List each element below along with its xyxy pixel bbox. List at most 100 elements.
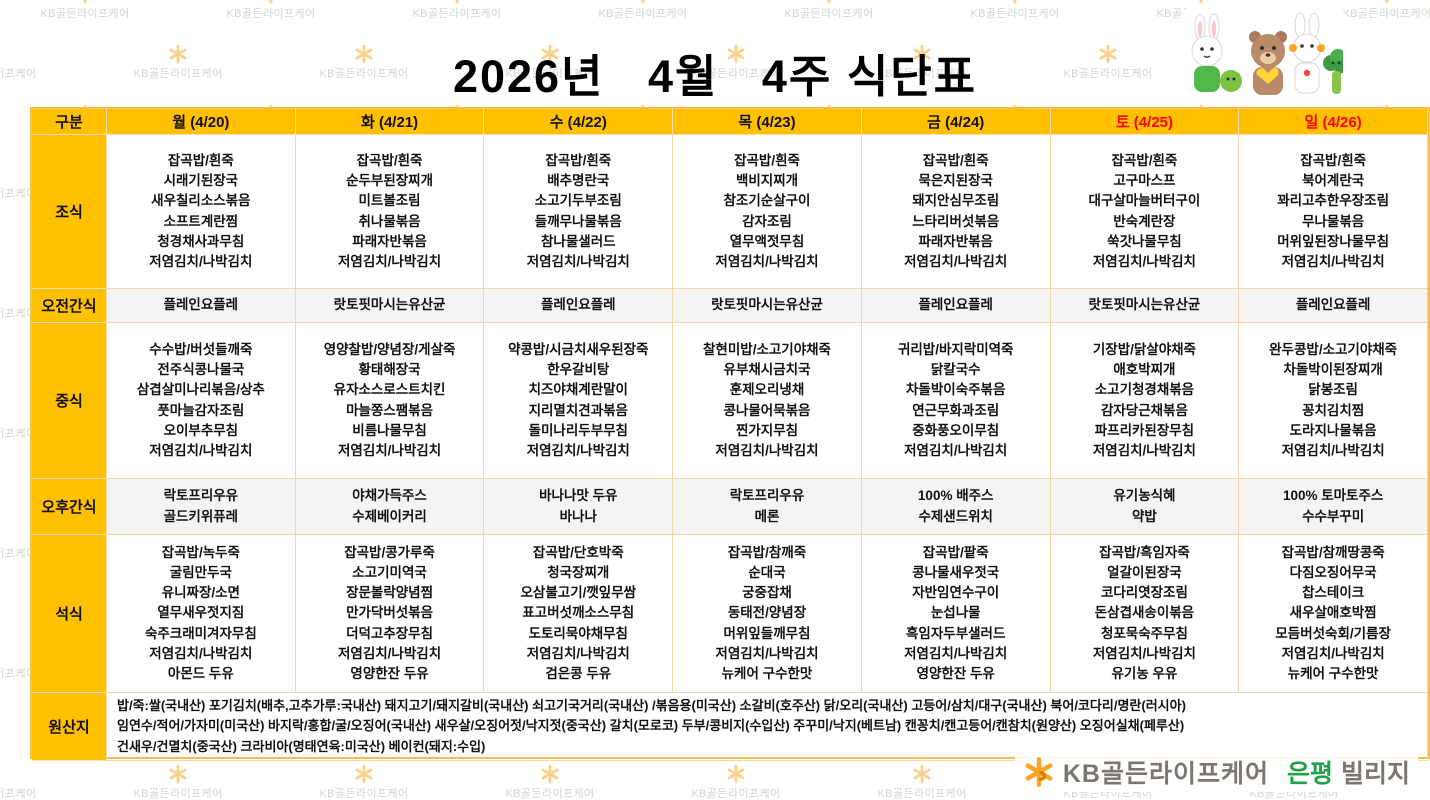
menu-line: 순두부된장찌개 (346, 173, 434, 188)
mascot-characters-icon (1191, 12, 1343, 95)
kb-star-icon (1099, 44, 1117, 64)
menu-line: 돼지안심무조림 (912, 193, 1000, 209)
origin-line: 건새우/건멸치(중국산) 크라비아(명태연육:미국산) 베이컨(돼지:수입) (117, 738, 486, 754)
menu-cell: 랏토핏마시는유산균 (673, 289, 862, 323)
menu-line: 만가닥버섯볶음 (346, 605, 434, 621)
menu-line: 저염김치/나박김치 (526, 254, 630, 269)
kb-watermark: KB골든라이프케어 (387, 0, 527, 21)
day-header: 토 (4/25) (1050, 109, 1240, 135)
kb-star-icon (0, 288, 1, 300)
watermark-brand-text: KB골든라이프케어 (0, 68, 37, 80)
menu-line: 유자소스로스트치킨 (333, 382, 446, 398)
menu-line: 배추명란국 (547, 173, 610, 188)
menu-line: 참나물샐러드 (541, 233, 616, 249)
menu-cell: 찰현미밥/소고기야채죽 유부채시금치국 훈제오리냉채 콩나물어묵볶음 찐가지무침 저염김치… (673, 323, 862, 479)
menu-line: 눈섭나물 (930, 605, 981, 621)
kb-star-icon (727, 764, 745, 784)
menu-cell: 플레인요플레 (107, 289, 296, 323)
menu-line: 지리멸치견과볶음 (528, 402, 628, 418)
menu-line: 랏토핏마시는유산균 (1088, 297, 1201, 313)
kb-watermark: KB골든라이프케어 (0, 44, 62, 81)
kb-watermark: KB골든라이프케어 (0, 644, 62, 681)
menu-line: 쑥갓나물무침 (1107, 233, 1182, 249)
menu-line: 잡곡밥/흰죽 (545, 152, 612, 168)
row-label-origin: 원산지 (32, 693, 107, 761)
menu-cell: 잡곡밥/참깨죽 순대국 궁중잡채 동태전/양념장 머위잎들깨무침 저염김치/나박김치 뉴케어… (673, 535, 862, 693)
menu-line: 자반임연수구이 (912, 585, 1000, 601)
menu-line: 열무액젓무침 (729, 233, 805, 249)
menu-line: 표고버섯깨소스무침 (522, 605, 635, 621)
watermark-brand-text: KB골든라이프케어 (1063, 68, 1153, 80)
menu-line: 저염김치/나박김치 (1092, 645, 1196, 661)
menu-line: 도토리묵야채무침 (528, 625, 628, 641)
menu-line: 소프트계란찜 (163, 213, 239, 229)
menu-line: 연근무화과조림 (912, 402, 1000, 418)
menu-line: 저염김치/나박김치 (526, 443, 630, 458)
menu-line: 플레인요플레 (163, 297, 239, 313)
menu-line: 비름나물무침 (352, 422, 427, 438)
menu-line: 락토프리우유 (729, 488, 805, 504)
menu-line: 숙주크래미겨자무침 (144, 625, 257, 641)
watermark-brand-text: KB골든라이프케어 (0, 188, 37, 200)
row-label: 조식 (32, 135, 107, 289)
watermark-brand-text: KB골든라이프케어 (319, 68, 409, 80)
menu-line: 청국장찌개 (547, 564, 610, 580)
watermark-brand-text: KB골든라이프케어 (505, 68, 595, 80)
menu-line: 바나나맛 두유 (539, 488, 618, 504)
menu-line: 소고기미역국 (352, 564, 427, 580)
menu-line: 검은콩 두유 (545, 666, 612, 682)
menu-line: 콩나물새우젓국 (912, 564, 1000, 580)
kb-watermark: KB골든라이프케어 (108, 764, 248, 800)
row-label: 석식 (32, 535, 107, 693)
menu-cell: 완두콩밥/소고기야채죽 차돌박이된장찌개 닭봉조림 꽁치김치찜 도라지나물볶음 저염김치/… (1239, 323, 1428, 479)
day-header: 금 (4/24) (861, 109, 1051, 135)
menu-line: 차돌박이된장찌개 (1283, 362, 1383, 377)
watermark-brand-text: KB골든라이프케어 (0, 428, 37, 440)
kb-star-icon (0, 168, 1, 180)
row-label: 오전간식 (32, 289, 107, 323)
menu-cell: 100% 배주스 수제샌드위치 (861, 479, 1051, 535)
menu-line: 묵은지된장국 (918, 173, 993, 188)
watermark-brand-text: KB골든라이프케어 (412, 8, 502, 20)
watermark-brand-text: KB골든라이프케어 (877, 68, 967, 80)
menu-line: 애호박찌개 (1113, 362, 1176, 377)
menu-line: 마늘쫑스팸볶음 (346, 402, 434, 418)
kb-star-icon (541, 44, 559, 64)
menu-line: 전주식콩나물국 (157, 362, 245, 377)
menu-line: 코다리엿장조림 (1100, 585, 1188, 601)
watermark-brand-text: KB골든라이프케어 (40, 8, 130, 20)
menu-line: 저염김치/나박김치 (1281, 443, 1385, 458)
kb-watermark: KB골든라이프케어 (0, 524, 62, 561)
menu-line: 영양한잔 두유 (916, 666, 995, 682)
menu-line: 메론 (754, 508, 780, 524)
footer-brand-text: KB골든라이프케어 (1062, 760, 1269, 788)
kb-star-icon (455, 0, 459, 4)
menu-line: 황태해장국 (358, 362, 421, 377)
menu-line: 기장밥/닭살야채죽 (1092, 341, 1196, 357)
menu-line: 청경채사과무침 (157, 233, 245, 249)
menu-line: 파래자반볶음 (352, 233, 427, 249)
watermark-brand-text: KB골든라이프케어 (0, 788, 37, 800)
menu-line: 무나물볶음 (1302, 213, 1365, 229)
kb-watermark: KB골든라이프케어 (666, 44, 806, 81)
menu-line: 플레인요플레 (1295, 297, 1371, 313)
kb-star-icon (913, 764, 931, 784)
menu-line: 뉴케어 구수한맛 (1287, 666, 1379, 682)
menu-cell: 잡곡밥/단호박죽 청국장찌개 오삼불고기/깻잎무쌈 표고버섯깨소스무침 도토리묵야채무침… (484, 535, 674, 693)
menu-line: 흑임자두부샐러드 (906, 625, 1006, 641)
menu-line: 장문볼락양념찜 (346, 585, 434, 601)
watermark-brand-text: KB골든라이프케어 (133, 68, 223, 80)
menu-cell: 잡곡밥/흰죽 북어계란국 꽈리고추한우장조림 무나물볶음 머위잎된장나물무침 저염김치/나… (1239, 135, 1428, 289)
watermark-brand-text: KB골든라이프케어 (0, 668, 37, 680)
menu-line: 들깨무나물볶음 (534, 213, 622, 229)
kb-watermark: KB골든라이프케어 (480, 764, 620, 800)
origin-cell: 밥/죽:쌀(국내산) 포기김치(배추,고추가루:국내산) 돼지고기/돼지갈비(국… (107, 693, 1428, 761)
menu-line: 잡곡밥/콩가루죽 (344, 544, 435, 560)
menu-line: 저염김치/나박김치 (904, 443, 1008, 458)
menu-line: 취나물볶음 (358, 213, 421, 229)
menu-line: 플레인요플레 (541, 297, 616, 313)
table-corner-label: 구분 (32, 109, 107, 135)
day-header: 수 (4/22) (484, 109, 674, 135)
menu-line: 새우칠리소스볶음 (151, 193, 251, 209)
menu-cell: 100% 토마토주스 수수부꾸미 (1239, 479, 1428, 535)
